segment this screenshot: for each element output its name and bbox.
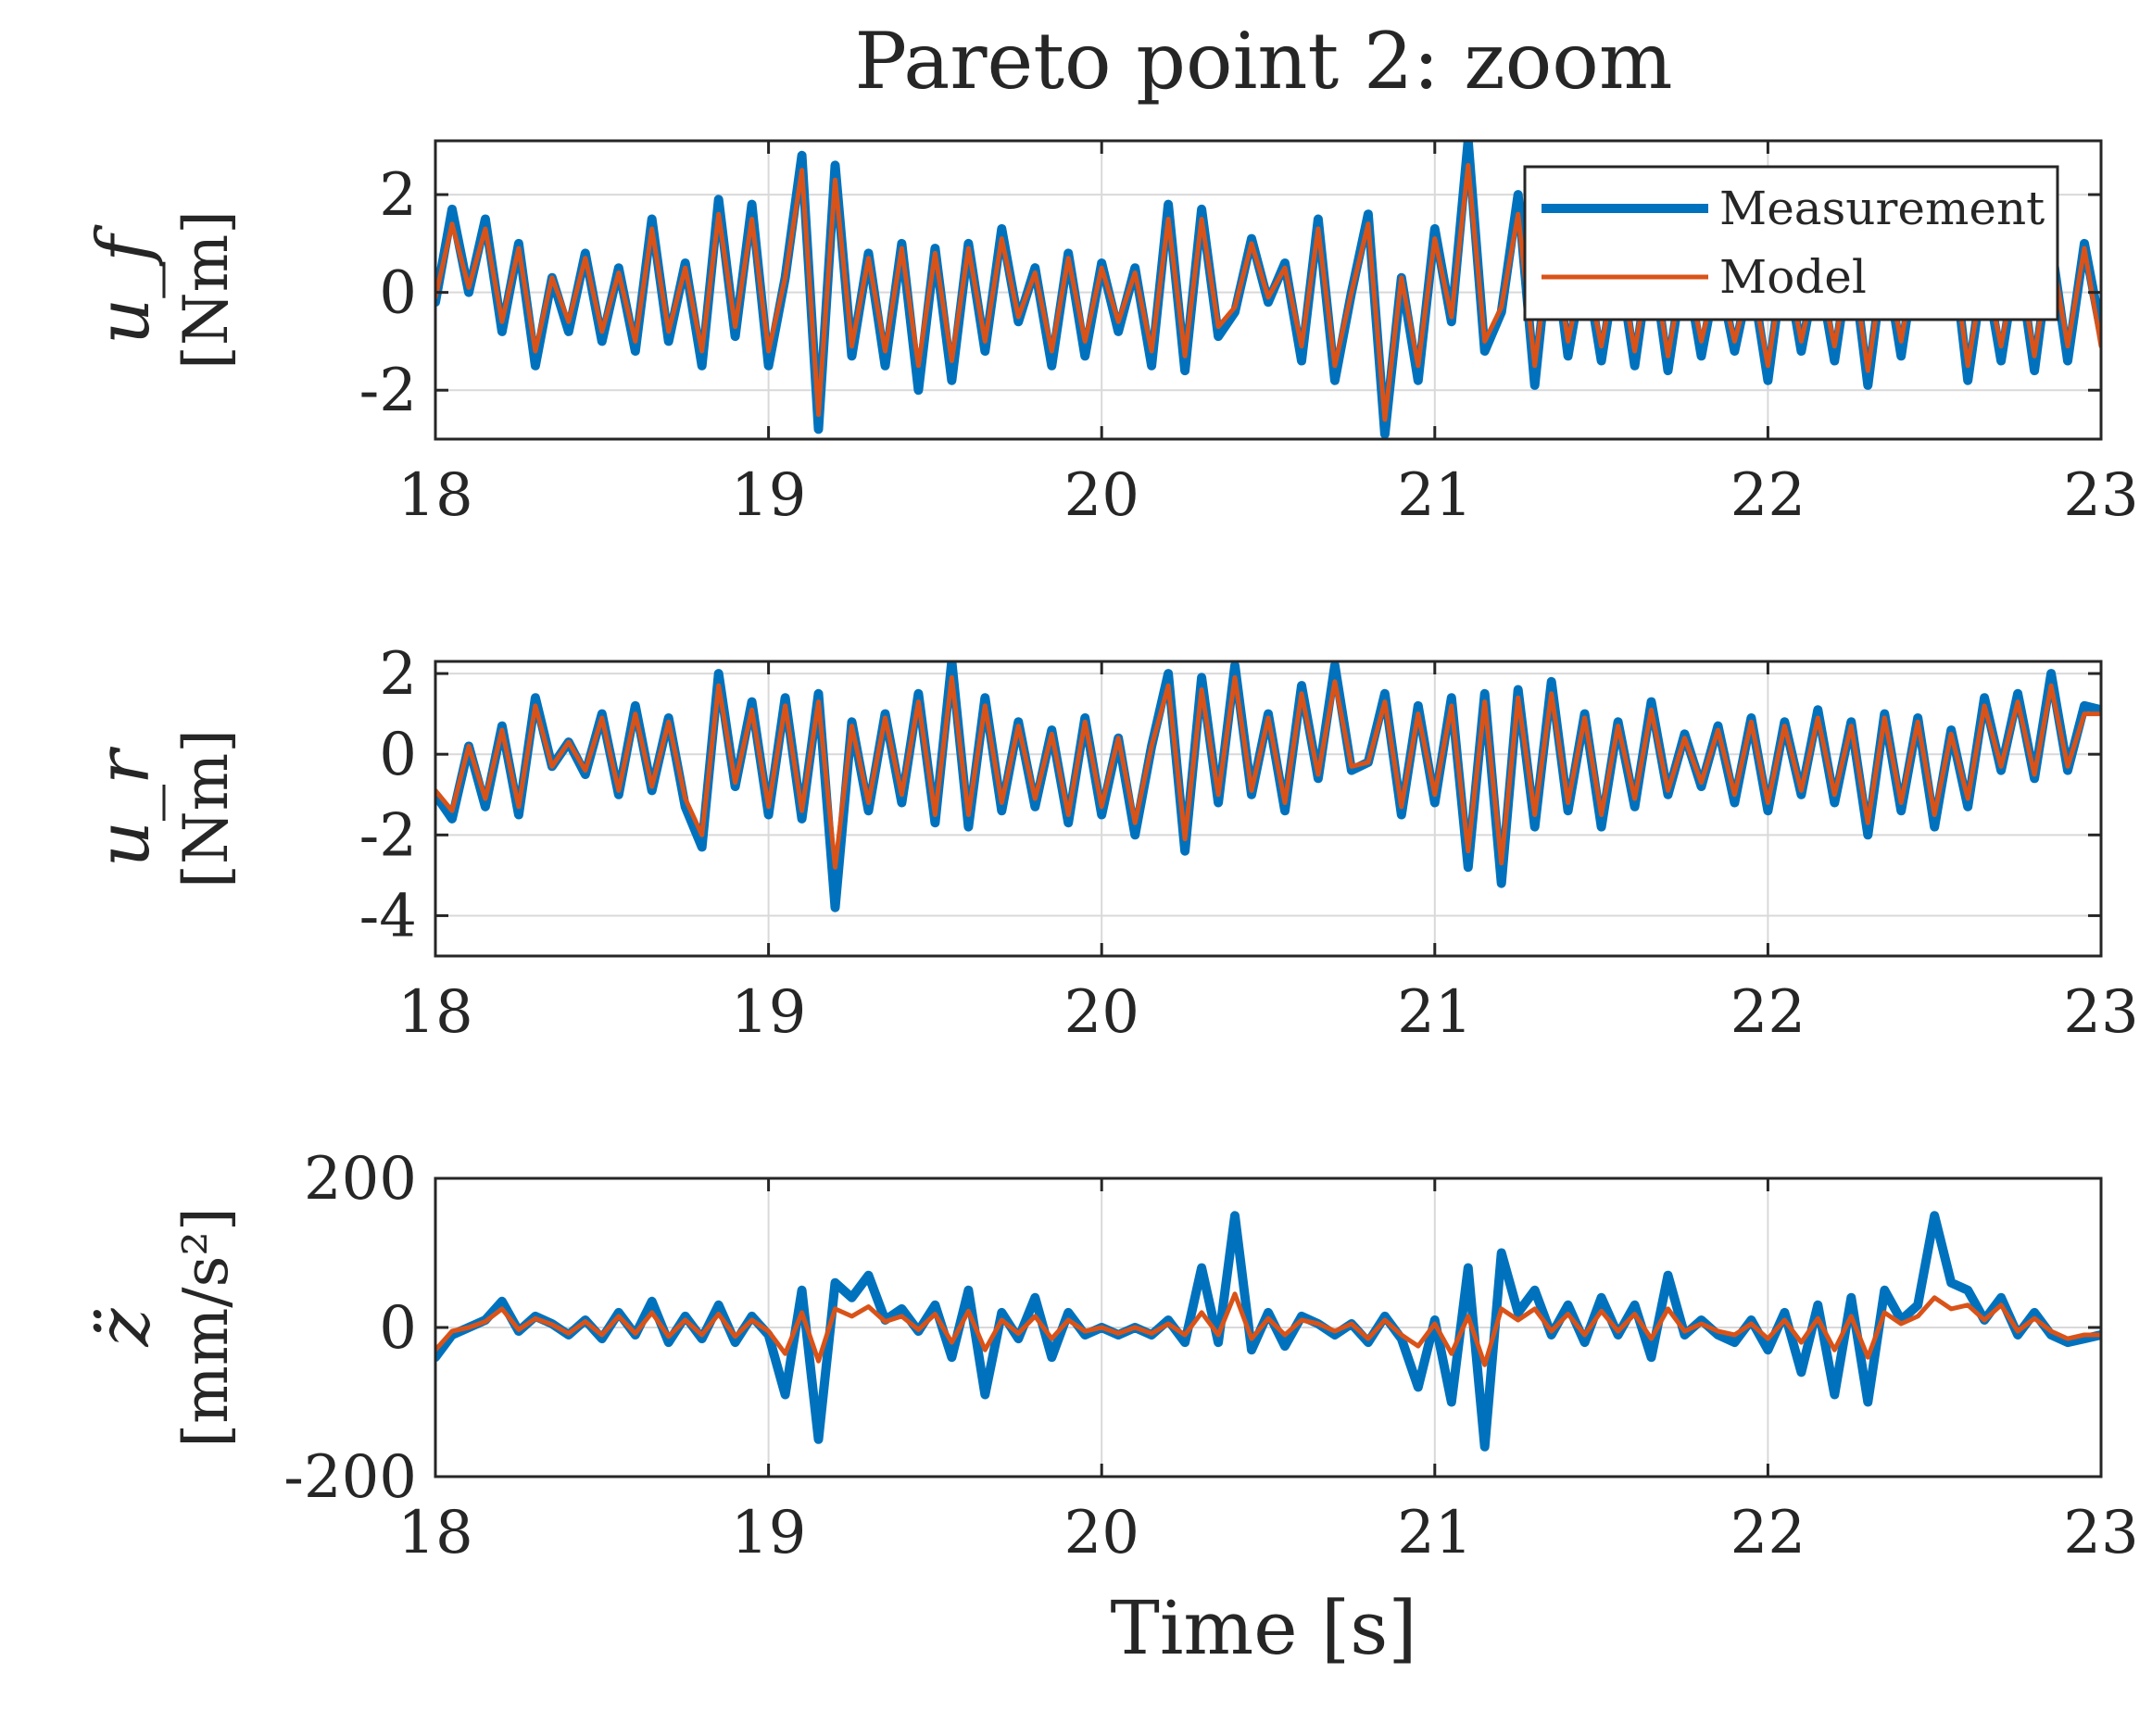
x-tick-label: 23 — [2063, 461, 2138, 530]
y-tick-label: -200 — [283, 1443, 417, 1512]
series-measurement-line — [435, 1211, 2101, 1452]
x-tick-label: 21 — [1397, 461, 1472, 530]
x-tick-label: 19 — [731, 1499, 806, 1567]
axes-frame — [434, 139, 2103, 441]
x-tick-label: 19 — [731, 978, 806, 1047]
x-tick-label: 20 — [1063, 978, 1139, 1047]
series-model-line — [435, 674, 2101, 870]
y-tick-label: 200 — [304, 1145, 417, 1214]
legend-label-model: Model — [1719, 250, 1867, 304]
y-axis-label: z̈ [mm/s²] — [82, 1207, 242, 1447]
panel-3: 18 19 20 21 22 23 -200 0 200 z̈ [mm/s²] — [82, 1145, 2139, 1567]
x-tick-label: 22 — [1730, 978, 1806, 1047]
legend: Measurement Model — [1523, 165, 2059, 321]
x-tick-label: 23 — [2063, 978, 2138, 1047]
y-tick-label: 0 — [379, 259, 417, 328]
y-axis-label: u_f [Nm] — [82, 210, 242, 370]
legend-box — [1523, 165, 2059, 321]
x-tick-label: 18 — [397, 1499, 472, 1567]
x-tick-label: 18 — [397, 978, 472, 1047]
figure-title: Pareto point 2: zoom — [855, 16, 1673, 107]
series-model-line — [435, 1291, 2101, 1367]
y-axis-symbol: u_f — [82, 224, 166, 345]
x-tick-label: 20 — [1063, 1499, 1139, 1567]
y-tick-label: -2 — [359, 801, 417, 870]
legend-label-measurement: Measurement — [1719, 182, 2045, 235]
y-tick-label: 2 — [379, 640, 417, 709]
y-axis-unit: [Nm] — [170, 210, 242, 370]
y-axis-symbol: u_r — [82, 746, 166, 867]
y-tick-label: 0 — [379, 721, 417, 789]
y-axis-unit: [mm/s²] — [170, 1207, 242, 1447]
y-tick-label: -2 — [359, 357, 417, 425]
x-tick-label: 23 — [2063, 1499, 2138, 1567]
x-axis-label: Time [s] — [1110, 1585, 1416, 1671]
y-tick-label: 2 — [379, 161, 417, 230]
x-tick-label: 20 — [1063, 461, 1139, 530]
x-tick-label: 22 — [1730, 461, 1806, 530]
x-tick-label: 18 — [397, 461, 472, 530]
y-axis-symbol: z̈ — [82, 1308, 166, 1348]
y-tick-label: -4 — [359, 882, 417, 950]
y-axis-unit: [Nm] — [170, 729, 242, 888]
x-tick-label: 21 — [1397, 978, 1472, 1047]
y-axis-label: u_r [Nm] — [82, 729, 242, 888]
y-tick-label: 0 — [379, 1294, 417, 1363]
panel-2: 18 19 20 21 22 23 -4 -2 0 2 u_r [Nm] — [82, 640, 2139, 1047]
x-tick-label: 19 — [731, 461, 806, 530]
x-tick-label: 21 — [1397, 1499, 1472, 1567]
axes-frame — [434, 660, 2103, 958]
x-tick-label: 22 — [1730, 1499, 1806, 1567]
